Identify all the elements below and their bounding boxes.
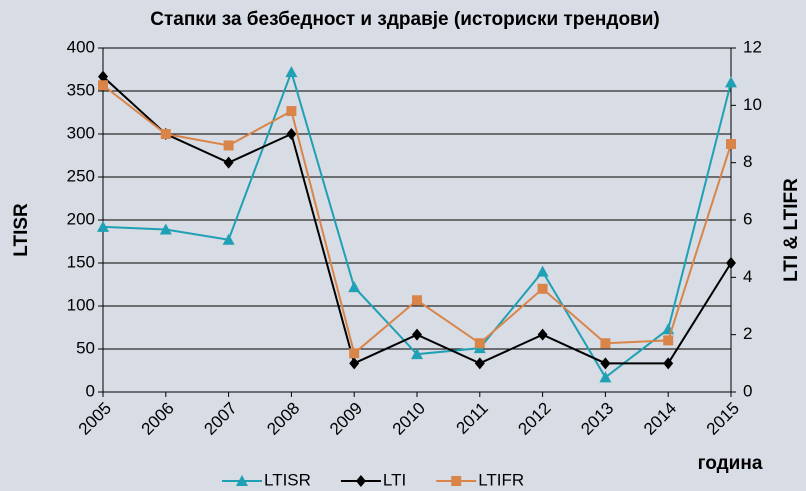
marker <box>349 348 360 359</box>
marker <box>663 357 674 370</box>
marker <box>222 233 235 245</box>
marker <box>600 338 611 349</box>
marker <box>159 223 172 235</box>
x-tick-label: 2006 <box>138 399 178 439</box>
marker <box>451 476 462 486</box>
y2-axis-label: LTI & LTIFR <box>781 178 802 282</box>
x-tick-label: 2012 <box>514 399 554 439</box>
x-axis-label: година <box>698 453 763 474</box>
marker <box>537 328 548 341</box>
x-tick-label: 2015 <box>703 399 743 439</box>
x-tick-label: 2013 <box>577 399 617 439</box>
marker <box>349 357 360 370</box>
y-tick-label: 150 <box>67 252 95 271</box>
x-tick-label: 2008 <box>263 399 303 439</box>
chart-title: Стапки за безбедност и здравје (историск… <box>150 9 660 30</box>
marker <box>474 338 485 349</box>
y2-tick-label: 10 <box>743 95 762 114</box>
y-axis-label: LTISR <box>11 203 32 257</box>
y-tick-label: 100 <box>67 295 95 314</box>
y2-tick-label: 0 <box>743 381 752 400</box>
y2-tick-label: 12 <box>743 37 762 56</box>
legend-label: LTISR <box>264 470 311 489</box>
legend-label: LTIFR <box>478 470 524 489</box>
y-tick-label: 200 <box>67 209 95 228</box>
marker <box>223 140 234 151</box>
y2-tick-label: 6 <box>743 209 752 228</box>
y-tick-label: 0 <box>86 381 95 400</box>
marker <box>411 348 423 360</box>
y-tick-label: 400 <box>67 37 95 56</box>
marker <box>348 281 361 293</box>
marker <box>412 295 422 306</box>
marker <box>537 283 548 294</box>
marker <box>412 328 422 341</box>
x-tick-label: 2010 <box>389 399 429 439</box>
marker <box>726 139 736 150</box>
x-tick-label: 2007 <box>200 399 240 439</box>
y-tick-label: 50 <box>76 338 95 357</box>
marker <box>98 70 108 83</box>
y-tick-label: 250 <box>67 166 95 185</box>
marker <box>160 129 171 139</box>
y2-tick-label: 4 <box>743 267 752 286</box>
marker <box>285 66 298 78</box>
y2-tick-label: 2 <box>743 324 752 343</box>
marker <box>97 220 109 232</box>
marker <box>98 80 108 91</box>
marker <box>600 357 611 370</box>
marker <box>726 257 736 269</box>
marker <box>474 357 485 370</box>
marker <box>725 76 737 88</box>
y2-tick-label: 8 <box>743 152 752 171</box>
legend-label: LTI <box>383 470 406 489</box>
marker <box>236 475 248 486</box>
marker <box>536 265 549 277</box>
marker <box>599 371 612 383</box>
x-tick-label: 2011 <box>453 399 492 438</box>
y-tick-label: 300 <box>67 123 95 142</box>
x-tick-label: 2005 <box>75 399 115 439</box>
x-tick-label: 2009 <box>326 399 366 439</box>
series-line <box>102 84 732 356</box>
y-tick-label: 350 <box>67 80 95 99</box>
marker <box>286 128 297 140</box>
marker <box>286 106 297 117</box>
marker <box>223 156 234 169</box>
marker <box>355 475 366 487</box>
marker <box>663 335 674 346</box>
x-tick-label: 2014 <box>640 399 680 439</box>
